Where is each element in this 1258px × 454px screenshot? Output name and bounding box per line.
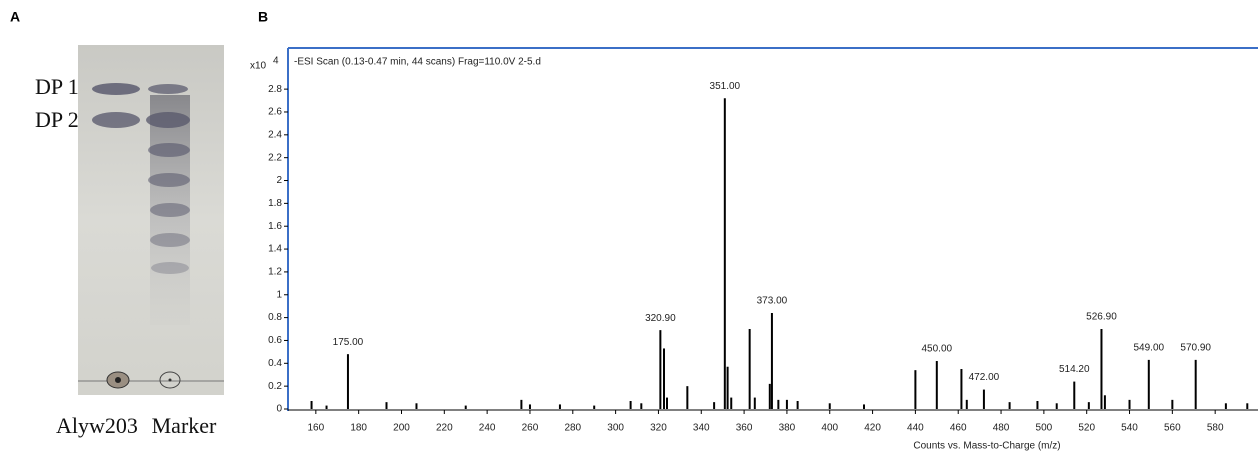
x-tick-label: 400 <box>821 423 838 434</box>
x-axis-label: Counts vs. Mass-to-Charge (m/z) <box>913 441 1060 452</box>
x-tick-label: 220 <box>436 423 453 434</box>
y-tick-label: 1.6 <box>268 221 282 232</box>
y-tick-label: 2.6 <box>268 107 282 118</box>
peak-label: 351.00 <box>710 81 741 92</box>
y-tick-label: 0.2 <box>268 381 282 392</box>
peak-label: 570.90 <box>1180 343 1211 354</box>
panel-label: B <box>258 9 268 25</box>
y-tick-label: 1.2 <box>268 267 282 278</box>
band-label: DP 1 <box>35 74 79 99</box>
marker-spot-core <box>168 378 172 382</box>
peak-label: 514.20 <box>1059 364 1090 375</box>
x-tick-label: 300 <box>607 423 624 434</box>
y-tick-label: 0.8 <box>268 312 282 323</box>
tlc-bands <box>92 83 190 274</box>
y-scale-label: x10 <box>250 61 267 72</box>
x-tick-label: 500 <box>1036 423 1053 434</box>
x-tick-label: 280 <box>564 423 581 434</box>
x-tick-label: 340 <box>693 423 710 434</box>
x-tick-label: 520 <box>1078 423 1095 434</box>
x-tick-label: 580 <box>1207 423 1224 434</box>
x-tick-label: 200 <box>393 423 410 434</box>
x-tick-label: 160 <box>307 423 324 434</box>
chart-title: -ESI Scan (0.13-0.47 min, 44 scans) Frag… <box>294 57 541 68</box>
peak-label: 472.00 <box>969 372 1000 383</box>
x-tick-label: 380 <box>779 423 796 434</box>
y-tick-label: 2.8 <box>268 84 282 95</box>
band-label: DP 2 <box>35 107 79 132</box>
lane-label: Alyw203 <box>56 413 138 438</box>
y-tick-label: 1 <box>276 289 282 300</box>
x-tick-label: 320 <box>650 423 667 434</box>
sample-spot-core <box>115 377 121 383</box>
lane-label: Marker <box>152 413 217 438</box>
y-tick-label: 2.4 <box>268 129 282 140</box>
peak-label: 320.90 <box>645 313 676 324</box>
x-tick-label: 180 <box>350 423 367 434</box>
x-tick-label: 480 <box>993 423 1010 434</box>
x-tick-label: 540 <box>1121 423 1138 434</box>
y-tick-label: 2.2 <box>268 152 282 163</box>
x-tick-label: 440 <box>907 423 924 434</box>
peak-label: 549.00 <box>1133 343 1164 354</box>
peak-label: 175.00 <box>333 337 364 348</box>
y-scale-exponent: 4 <box>273 56 279 67</box>
x-tick-label: 560 <box>1164 423 1181 434</box>
y-tick-label: 1.8 <box>268 198 282 209</box>
x-tick-label: 460 <box>950 423 967 434</box>
x-tick-label: 260 <box>522 423 539 434</box>
panel-label: A <box>10 9 20 25</box>
y-tick-label: 2 <box>276 175 282 186</box>
marker-spot <box>159 371 181 389</box>
x-tick-label: 240 <box>479 423 496 434</box>
peak-label: 526.90 <box>1086 312 1117 323</box>
y-tick-label: 1.4 <box>268 244 282 255</box>
x-tick-label: 420 <box>864 423 881 434</box>
y-tick-label: 0 <box>276 404 282 415</box>
peak-label: 450.00 <box>922 344 953 355</box>
y-tick-label: 0.4 <box>268 358 282 369</box>
peak-label: 373.00 <box>757 296 788 307</box>
x-tick-label: 360 <box>736 423 753 434</box>
y-tick-label: 0.6 <box>268 335 282 346</box>
